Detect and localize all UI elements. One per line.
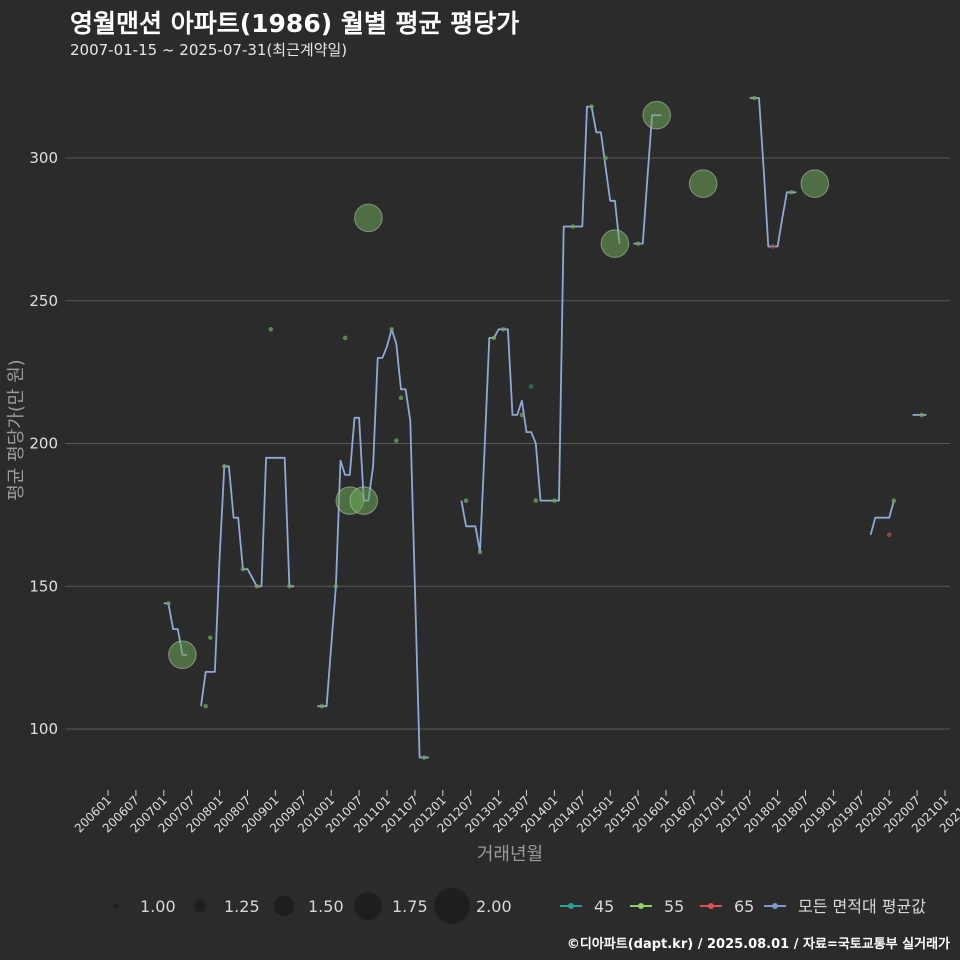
average-price-line (163, 97, 927, 759)
data-point (268, 327, 274, 332)
color-legend-label: 45 (594, 897, 614, 916)
color-legend-dot (568, 903, 574, 909)
data-point (533, 498, 539, 503)
data-point (333, 583, 339, 589)
size-legend-label: 1.25 (224, 897, 260, 916)
y-tick-label: 150 (29, 577, 58, 595)
x-axis: 2006012006072007012007072008012008072009… (72, 790, 960, 836)
average-line-segment (460, 105, 621, 553)
data-point (789, 189, 794, 195)
data-point (519, 412, 525, 418)
size-legend-label: 1.00 (140, 897, 176, 916)
average-line-segment (633, 114, 662, 245)
data-point (203, 703, 208, 709)
data-point (221, 464, 227, 469)
color-legend-label: 모든 면적대 평균값 (798, 897, 926, 916)
data-point (570, 224, 576, 229)
data-point (800, 169, 830, 198)
average-line-segment (200, 456, 294, 707)
data-point (463, 498, 469, 503)
legend: 1.00 1.25 1.50 1.75 2.00 45 55 65 모든 면적대 평균값 (113, 887, 926, 925)
color-legend-dot (638, 903, 644, 909)
data-point (319, 703, 325, 709)
data-point (349, 486, 379, 515)
data-point (354, 203, 383, 233)
size-legend-key (433, 887, 471, 925)
size-legend-key (273, 895, 295, 917)
color-legend-dot (708, 903, 714, 909)
y-tick-label: 250 (29, 292, 58, 310)
data-point (919, 412, 925, 418)
size-legend-label: 2.00 (476, 897, 512, 916)
y-tick-label: 200 (29, 435, 58, 453)
data-point (166, 601, 171, 606)
chart-subtitle: 2007-01-15 ~ 2025-07-31(최근계약일) (70, 41, 348, 59)
data-point (500, 327, 506, 332)
data-point (168, 640, 197, 670)
data-point (421, 755, 427, 760)
data-point (208, 635, 213, 640)
y-axis: 100 150 200 250 300 (29, 149, 58, 738)
data-point (477, 549, 483, 555)
size-legend-key (353, 891, 383, 921)
data-point (688, 169, 718, 198)
average-line-segment (869, 500, 895, 536)
data-point (394, 438, 399, 443)
data-point (552, 498, 557, 503)
data-point (398, 395, 404, 401)
data-point (886, 532, 892, 538)
data-point (389, 327, 394, 332)
grid-lines (65, 157, 950, 730)
y-axis-title: 평균 평당가(만 원) (6, 359, 27, 500)
data-point (600, 229, 630, 258)
y-tick-label: 300 (29, 149, 58, 167)
data-point (891, 498, 897, 503)
data-point (642, 100, 671, 130)
data-point (240, 566, 246, 572)
x-axis-title: 거래년월 (477, 844, 543, 865)
source-caption: ©디아파트(dapt.kr) / 2025.08.01 / 자료=국토교통부 실… (566, 937, 950, 952)
data-point (635, 241, 641, 246)
y-tick-label: 100 (29, 720, 58, 738)
data-point (287, 583, 292, 589)
chart-title: 영월맨션 아파트(1986) 월별 평균 평당가 (70, 9, 520, 38)
size-legend-label: 1.75 (392, 897, 428, 916)
transaction-points (166, 95, 925, 760)
color-legend-label: 55 (664, 897, 684, 916)
color-legend-label: 65 (734, 897, 754, 916)
size-legend-key (113, 903, 119, 909)
average-line-segment (317, 328, 429, 759)
average-line-segment (749, 97, 797, 248)
data-point (342, 335, 348, 341)
size-legend-label: 1.50 (308, 897, 344, 916)
data-point (752, 95, 757, 101)
size-legend-key (193, 899, 207, 913)
data-point (254, 583, 260, 589)
data-point (770, 244, 776, 249)
data-point (491, 335, 497, 341)
data-point (528, 384, 534, 389)
data-point (603, 155, 608, 161)
color-legend-dot (772, 903, 778, 909)
data-point (589, 104, 594, 109)
